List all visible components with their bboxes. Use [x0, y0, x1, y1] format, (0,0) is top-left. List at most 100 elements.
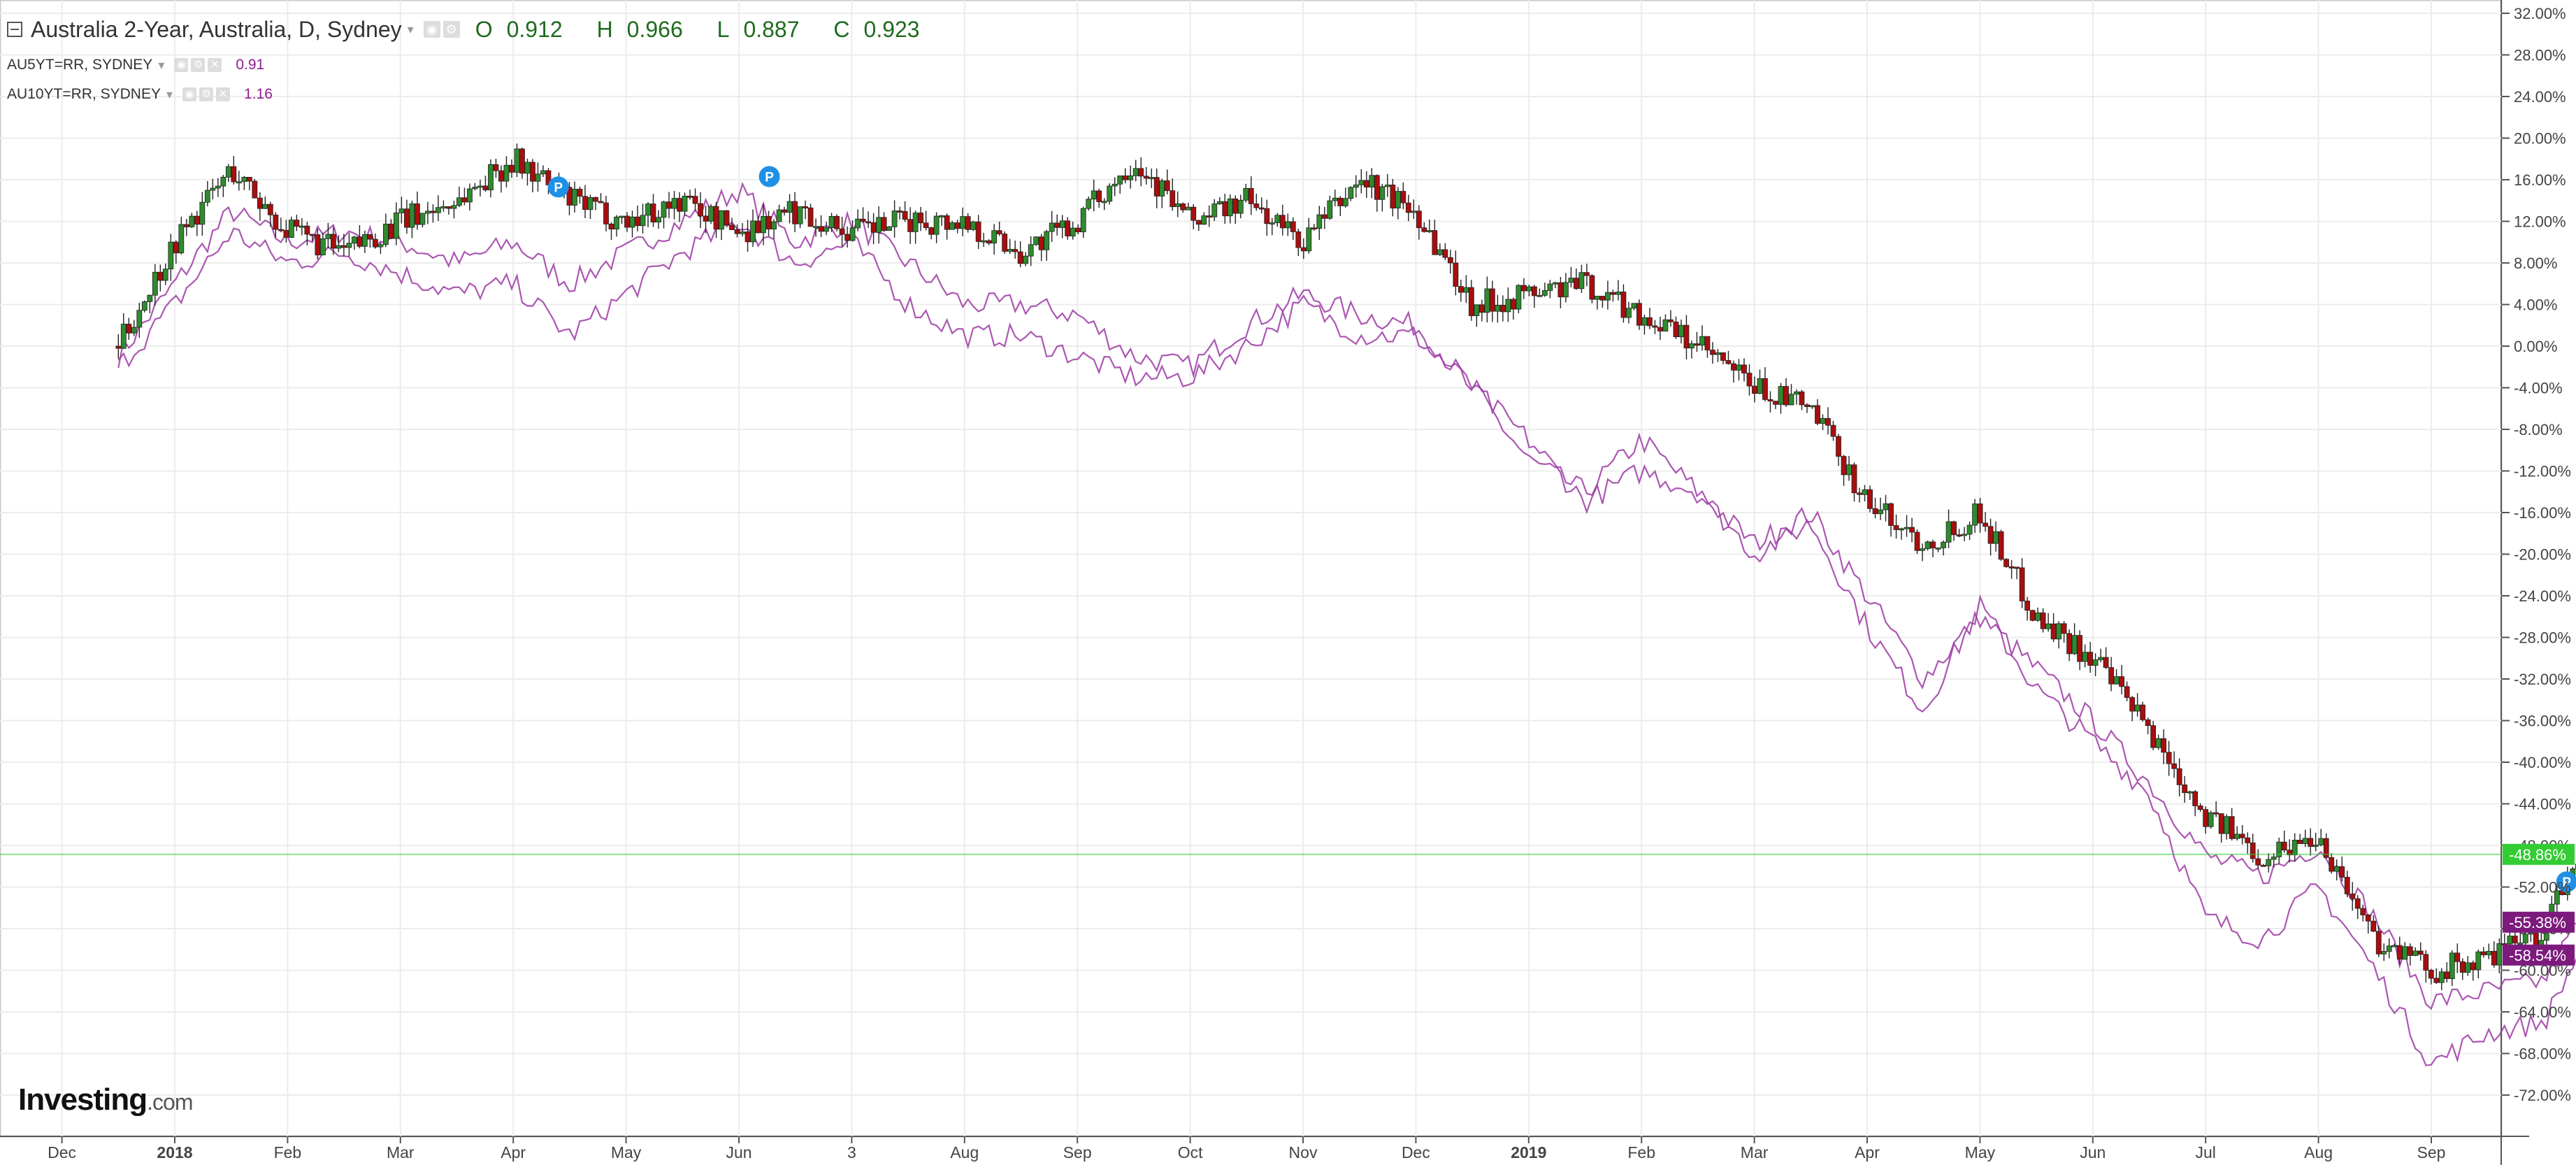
chevron-down-icon[interactable]: ▾ — [166, 87, 173, 101]
candle-body — [477, 185, 483, 188]
candle-body — [1012, 249, 1019, 252]
candle-body — [2208, 812, 2214, 827]
candle-body — [1143, 176, 1149, 179]
candle-body — [1274, 215, 1281, 223]
candle-body — [2480, 951, 2487, 955]
candle-body — [1830, 424, 1836, 437]
candle-body — [1290, 221, 1296, 232]
candle-body — [1935, 547, 1941, 550]
series-line-5y — [117, 181, 2576, 1010]
candle-body — [1757, 378, 1763, 394]
candle-body — [1531, 286, 1537, 296]
candle-body — [2449, 952, 2455, 979]
candle-body — [173, 241, 179, 254]
candle-body — [1017, 251, 1023, 264]
y-tick-label: 12.00% — [2514, 213, 2566, 231]
eye-icon[interactable]: ◉ — [423, 21, 440, 38]
candle-body — [682, 196, 688, 212]
investing-logo[interactable]: Investing.com — [18, 1082, 194, 1117]
close-icon[interactable]: ✕ — [216, 87, 231, 101]
candle-body — [1899, 528, 1904, 531]
candle-body — [1086, 199, 1092, 209]
chevron-down-icon[interactable]: ▾ — [158, 57, 165, 72]
candle-body — [461, 197, 468, 203]
candle-body — [2491, 950, 2497, 966]
series-symbol[interactable]: AU10YT=RR, SYDNEY — [7, 86, 161, 102]
x-axis[interactable]: Dec 2018 Feb Mar Apr May Jun 3 Aug Sep Oct Nov Dec 20… — [48, 1136, 2445, 1162]
eye-icon[interactable]: ◉ — [174, 58, 189, 72]
x-tick-label: Feb — [1627, 1143, 1655, 1162]
candle-body — [1474, 304, 1480, 316]
candle-body — [2365, 915, 2371, 922]
x-tick-label: May — [611, 1143, 642, 1162]
candle-body — [1678, 324, 1684, 338]
candle-body — [928, 227, 935, 235]
chevron-down-icon[interactable]: ▾ — [407, 22, 414, 36]
event-markers[interactable]: P P P — [547, 166, 2576, 893]
high-value: H 0.966 — [596, 16, 683, 42]
candle-body — [771, 221, 777, 230]
candle-body — [1631, 303, 1637, 309]
candle-body — [2082, 652, 2088, 662]
candle-body — [1159, 180, 1165, 196]
y-tick-label: 32.00% — [2514, 5, 2566, 22]
collapse-legend-icon[interactable] — [7, 22, 22, 37]
candle-body — [1216, 201, 1223, 204]
candle-body — [404, 208, 410, 228]
candle-body — [436, 207, 441, 213]
candle-body — [283, 229, 289, 238]
candle-body — [1080, 208, 1086, 233]
candle-body — [1478, 304, 1485, 313]
candle-body — [2239, 834, 2245, 838]
candle-body — [2008, 566, 2015, 569]
x-tick-label: 2018 — [157, 1143, 192, 1162]
series-symbol[interactable]: AU5YT=RR, SYDNEY — [7, 57, 153, 73]
x-tick-label: Jun — [2080, 1143, 2106, 1162]
candle-body — [1746, 373, 1753, 387]
event-marker-icon — [2556, 871, 2576, 893]
x-tick-label: Apr — [1855, 1143, 1880, 1162]
candle-body — [488, 164, 494, 191]
candle-body — [1846, 464, 1852, 476]
event-marker-icon — [758, 166, 780, 187]
candle-body — [2302, 838, 2308, 844]
candle-body — [252, 180, 258, 199]
candle-body — [2475, 951, 2482, 971]
candle-body — [1867, 489, 1873, 509]
y-tick-label: -36.00% — [2514, 713, 2571, 730]
candle-body — [1384, 185, 1390, 187]
candle-body — [1353, 184, 1359, 188]
candle-body — [2344, 877, 2350, 894]
candle-body — [687, 196, 693, 198]
candle-body — [1463, 287, 1469, 293]
candle-body — [1568, 278, 1574, 283]
eye-icon[interactable]: ◉ — [182, 87, 197, 101]
candle-body — [220, 176, 226, 187]
y-tick-label: -4.00% — [2514, 380, 2563, 397]
gear-icon[interactable]: ⚙ — [191, 58, 206, 72]
candle-body — [2554, 890, 2560, 905]
candle-body — [1584, 272, 1590, 276]
candle-body — [2218, 813, 2224, 834]
candle-body — [1993, 531, 1999, 544]
candle-body — [2056, 623, 2062, 640]
gear-icon[interactable]: ⚙ — [199, 87, 214, 101]
candle-body — [215, 185, 221, 189]
candle-body — [1888, 503, 1894, 526]
gear-icon[interactable]: ⚙ — [442, 21, 460, 38]
candle-body — [2245, 837, 2251, 843]
main-symbol-title[interactable]: Australia 2-Year, Australia, D, Sydney — [31, 16, 402, 42]
candle-body — [2276, 841, 2282, 857]
candle-body — [1253, 203, 1260, 208]
close-icon[interactable]: ✕ — [208, 58, 222, 72]
ohlc-values: O 0.912 H 0.966 L 0.887 C 0.923 — [475, 17, 948, 43]
candle-body — [1767, 399, 1773, 402]
candle-body — [1070, 227, 1076, 236]
x-tick-label: May — [1965, 1143, 1996, 1162]
series-line-11y — [117, 220, 2576, 1066]
candle-body — [1311, 227, 1317, 230]
candle-body — [519, 148, 525, 174]
y-tick-label: -16.00% — [2514, 504, 2571, 522]
candle-body — [1552, 282, 1558, 285]
